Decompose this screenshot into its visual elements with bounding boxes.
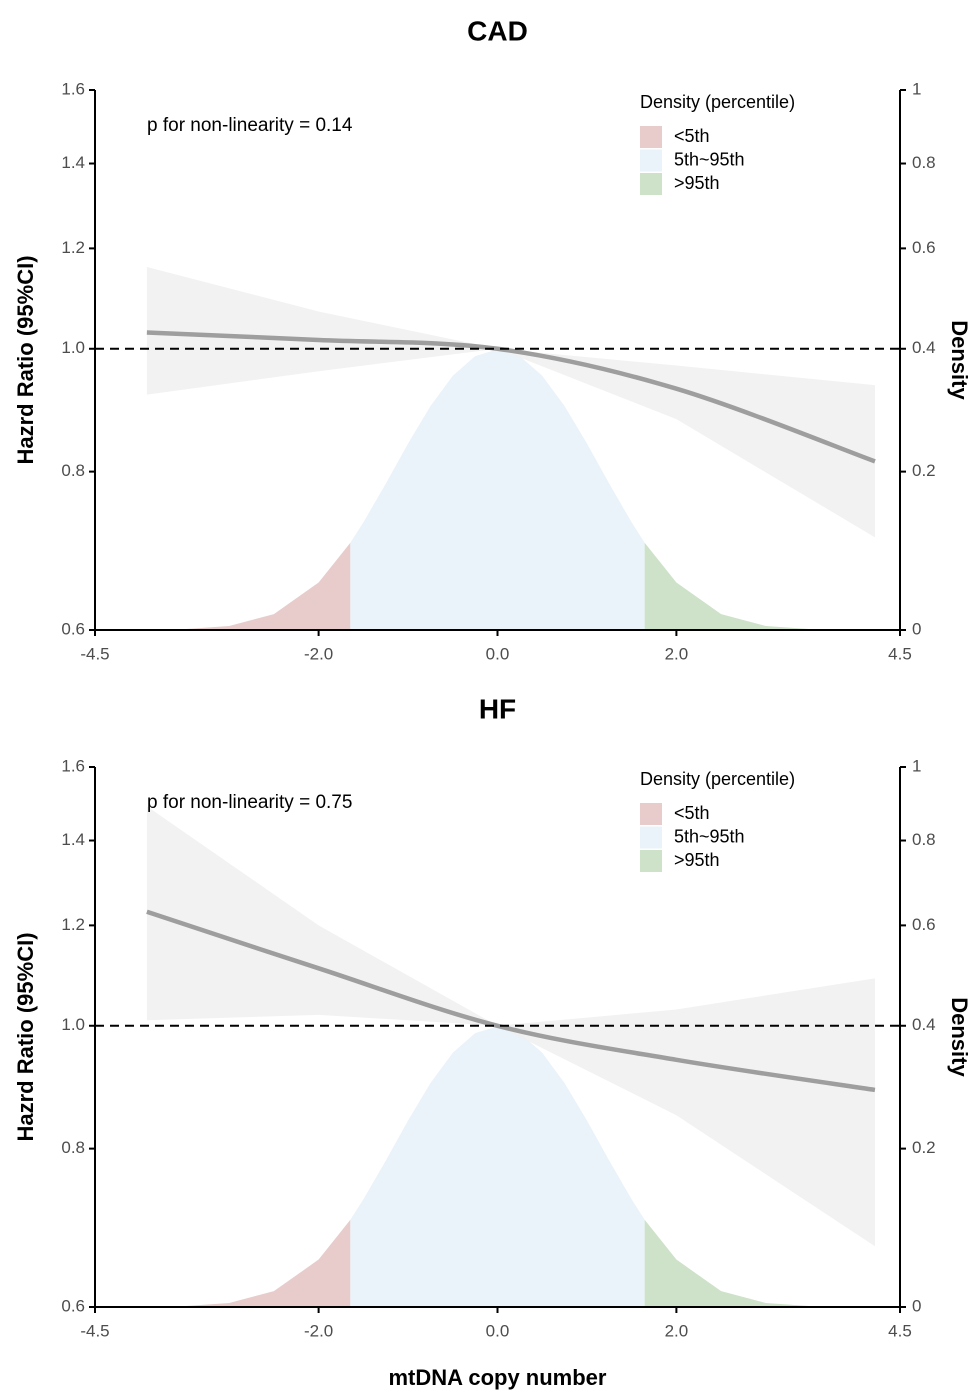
annotation: p for non-linearity = 0.14 — [147, 115, 353, 136]
density-area — [644, 542, 811, 630]
legend-label: <5th — [674, 803, 710, 823]
x-tick-label: 4.5 — [888, 644, 912, 663]
y2-tick-label: 0.4 — [912, 338, 936, 357]
x-tick-label: 2.0 — [665, 644, 689, 663]
panel: HF 0.6 0.8 1.0 1.2 1.4 1.6 0 0.2 0.4 0.6 0.8 1 -4.5 -2… — [13, 693, 972, 1389]
x-axis-title: mtDNA copy number — [389, 1365, 607, 1390]
density-area — [350, 1026, 645, 1307]
y2-tick-label: 1 — [912, 79, 921, 98]
legend-swatch — [640, 850, 662, 872]
y2-tick-label: 0.8 — [912, 153, 936, 172]
y-tick-label: 1.0 — [61, 338, 85, 357]
y2-tick-label: 0 — [912, 619, 921, 638]
y-tick-label: 1.2 — [61, 915, 85, 934]
y-tick-label: 0.8 — [61, 1138, 85, 1157]
legend-swatch — [640, 173, 662, 195]
legend-label: 5th~95th — [674, 826, 745, 846]
density-area — [184, 1219, 351, 1307]
legend-swatch — [640, 149, 662, 172]
y2-axis-title: Density — [947, 320, 972, 400]
y-tick-label: 0.8 — [61, 461, 85, 480]
y2-tick-label: 0.8 — [912, 830, 936, 849]
x-tick-label: -2.0 — [304, 644, 333, 663]
legend-label: 5th~95th — [674, 149, 745, 169]
y-tick-label: 1.0 — [61, 1015, 85, 1034]
ci-band — [146, 267, 875, 538]
y-axis-title: Hazrd Ratio (95%CI) — [13, 932, 38, 1141]
density-area — [184, 542, 351, 630]
annotation: p for non-linearity = 0.75 — [147, 792, 352, 813]
legend-swatch — [640, 826, 662, 849]
y-tick-label: 1.6 — [61, 79, 85, 98]
hr-curve — [146, 909, 876, 1093]
panel: CAD 0.6 0.8 1.0 1.2 1.4 1.6 0 0.2 0.4 0.6 0.8 1 -4.5 -… — [13, 15, 972, 663]
x-tick-label: 0.0 — [486, 1321, 510, 1340]
y-tick-label: 1.4 — [61, 830, 85, 849]
chart-title: CAD — [467, 15, 528, 46]
x-tick-label: 2.0 — [665, 1321, 689, 1340]
y-tick-label: 1.6 — [61, 756, 85, 775]
legend-swatch — [640, 126, 662, 148]
y2-tick-label: 0 — [912, 1296, 921, 1315]
hr-curve — [146, 330, 876, 464]
x-tick-label: -4.5 — [80, 644, 109, 663]
density-area — [350, 349, 645, 630]
legend-label: <5th — [674, 126, 710, 146]
x-tick-label: 4.5 — [888, 1321, 912, 1340]
y-tick-label: 0.6 — [61, 1296, 85, 1315]
legend-title: Density (percentile) — [640, 769, 795, 789]
density-area — [644, 1219, 811, 1307]
ci-band — [146, 806, 875, 1247]
y2-tick-label: 0.4 — [912, 1015, 936, 1034]
y2-tick-label: 1 — [912, 756, 921, 775]
y2-axis-title: Density — [947, 997, 972, 1077]
y2-tick-label: 0.2 — [912, 1138, 936, 1157]
y2-tick-label: 0.2 — [912, 461, 936, 480]
x-tick-label: -4.5 — [80, 1321, 109, 1340]
x-tick-label: 0.0 — [486, 644, 510, 663]
y-tick-label: 1.4 — [61, 153, 85, 172]
y2-tick-label: 0.6 — [912, 915, 936, 934]
y-axis-title: Hazrd Ratio (95%CI) — [13, 255, 38, 464]
chart-title: HF — [479, 693, 516, 724]
legend-swatch — [640, 803, 662, 825]
y2-tick-label: 0.6 — [912, 238, 936, 257]
y-tick-label: 1.2 — [61, 238, 85, 257]
y-tick-label: 0.6 — [61, 619, 85, 638]
legend-title: Density (percentile) — [640, 92, 795, 112]
legend-label: >95th — [674, 850, 720, 870]
legend-label: >95th — [674, 173, 720, 193]
x-tick-label: -2.0 — [304, 1321, 333, 1340]
